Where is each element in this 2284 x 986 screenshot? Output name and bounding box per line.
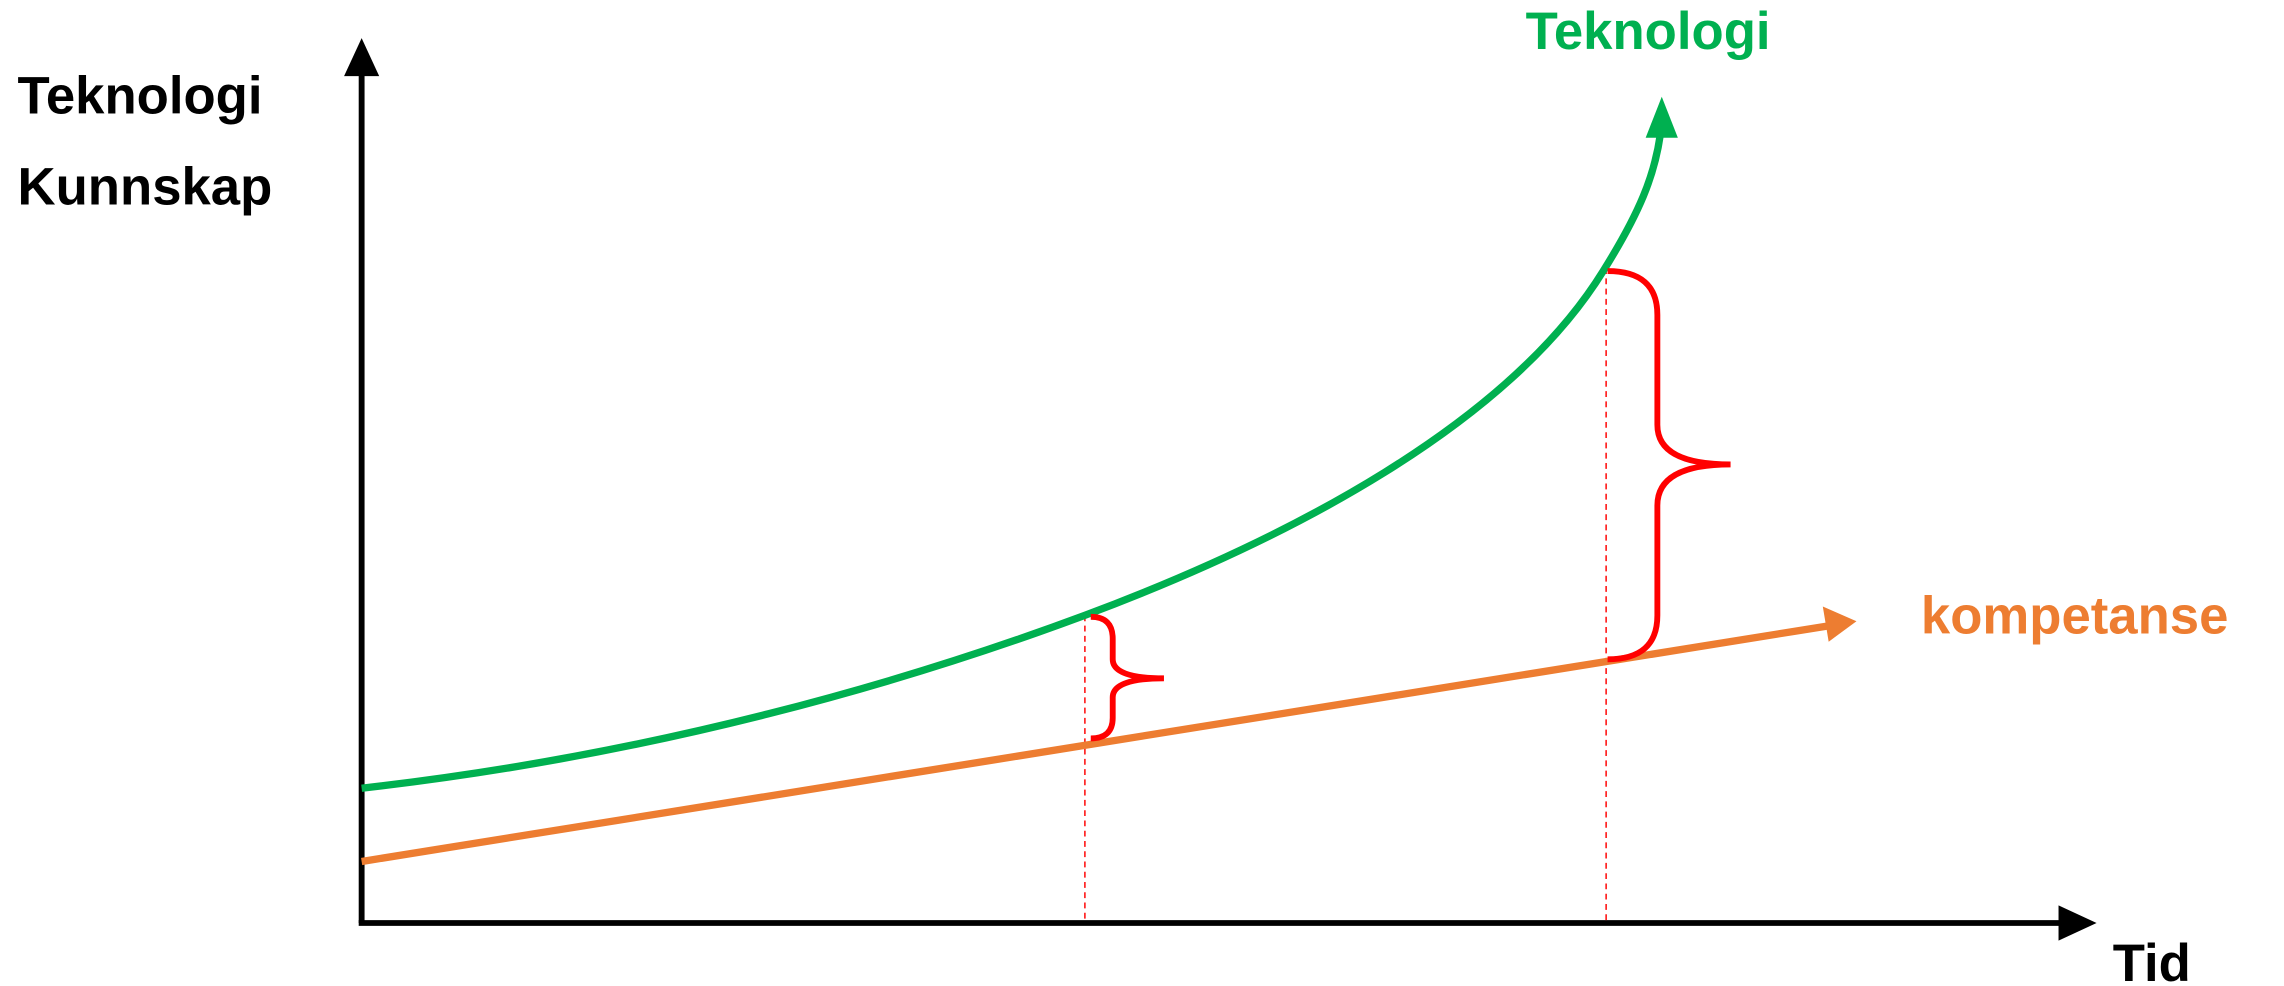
gap-brace (1090, 613, 1164, 742)
curve-label: Teknologi (1526, 2, 1771, 61)
y-axis-arrow (344, 38, 380, 77)
teknologi-curve (361, 134, 1664, 792)
x-axis-label: Tid (2113, 934, 2191, 986)
kompetanse-arrow (1822, 606, 1857, 642)
y-axis-label: Kunnskap (18, 157, 273, 216)
gap-brace (1607, 268, 1731, 663)
curve-label: kompetanse (1921, 587, 2229, 646)
y-axis-label: Teknologi (18, 67, 263, 126)
teknologi-arrow (1645, 96, 1678, 138)
kompetanse-line (361, 621, 1831, 866)
x-axis-arrow (2058, 905, 2097, 941)
